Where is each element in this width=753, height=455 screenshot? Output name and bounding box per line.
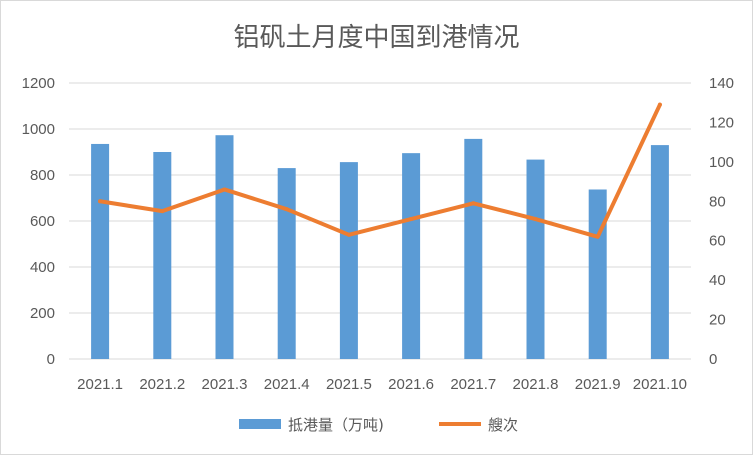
right-axis-tick-label: 100 — [709, 154, 734, 171]
line-point — [471, 201, 476, 206]
line-point — [346, 232, 351, 237]
left-axis-tick-label: 600 — [30, 213, 55, 230]
x-axis-tick-label: 2021.6 — [388, 376, 434, 393]
right-axis-tick-label: 0 — [709, 351, 717, 368]
x-axis-tick-label: 2021.10 — [633, 376, 687, 393]
left-axis-tick-label: 800 — [30, 167, 55, 184]
x-axis-tick-label: 2021.5 — [326, 376, 372, 393]
line-point — [595, 234, 600, 239]
bar — [402, 153, 421, 359]
line-point — [222, 187, 227, 192]
legend-bar-swatch — [239, 419, 281, 429]
bar — [215, 135, 234, 359]
line-point — [98, 199, 103, 204]
bar — [464, 138, 483, 359]
line-point — [409, 217, 414, 222]
x-axis-tick-label: 2021.1 — [77, 376, 123, 393]
bar — [91, 143, 110, 359]
right-axis-tick-label: 40 — [709, 272, 726, 289]
line-point — [284, 207, 289, 212]
x-axis-tick-label: 2021.4 — [264, 376, 310, 393]
bar — [277, 168, 296, 359]
legend-bar-label: 抵港量（万吨) — [288, 416, 384, 434]
left-axis-tick-label: 1000 — [22, 121, 55, 138]
x-axis-tick-label: 2021.3 — [202, 376, 248, 393]
bar — [526, 159, 545, 359]
right-axis-tick-label: 20 — [709, 312, 726, 329]
series-line — [98, 102, 662, 239]
right-axis-tick-label: 60 — [709, 233, 726, 250]
right-axis-tick-label: 120 — [709, 114, 734, 131]
line-point — [533, 217, 538, 222]
x-axis-tick-label: 2021.2 — [139, 376, 185, 393]
bar — [650, 145, 669, 359]
bar — [153, 152, 172, 359]
left-axis-tick-label: 400 — [30, 259, 55, 276]
chart-title: 铝矾土月度中国到港情况 — [233, 23, 520, 53]
legend-line-label: 艘次 — [488, 416, 518, 434]
bar — [588, 189, 607, 359]
x-axis-tick-label: 2021.8 — [513, 376, 559, 393]
left-axis-tick-label: 200 — [30, 305, 55, 322]
x-axis-tick-label: 2021.7 — [450, 376, 496, 393]
bar — [339, 162, 358, 359]
left-axis-tick-label: 0 — [47, 351, 55, 368]
right-axis-tick-label: 140 — [709, 75, 734, 92]
line-point — [657, 102, 662, 107]
line-point — [160, 209, 165, 214]
left-axis-tick-label: 1200 — [22, 75, 55, 92]
right-axis-tick-label: 80 — [709, 193, 726, 210]
x-axis-tick-label: 2021.9 — [575, 376, 621, 393]
